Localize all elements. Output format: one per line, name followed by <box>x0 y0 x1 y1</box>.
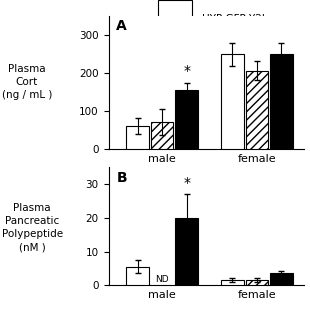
Bar <box>175 90 198 149</box>
Text: ND: ND <box>155 275 169 284</box>
Text: A: A <box>116 20 127 33</box>
Bar <box>158 47 192 85</box>
Bar <box>270 273 293 285</box>
Bar <box>126 267 149 285</box>
Text: B: B <box>116 171 127 185</box>
Bar <box>221 280 244 285</box>
Bar <box>158 96 192 134</box>
Text: HYP CRE Y2+: HYP CRE Y2+ <box>202 61 271 71</box>
Bar <box>175 218 198 285</box>
Bar <box>126 126 149 149</box>
Text: Plasma
Cort
(ng / mL ): Plasma Cort (ng / mL ) <box>2 64 52 100</box>
Bar <box>246 71 268 149</box>
Bar <box>151 122 173 149</box>
Text: HYP GFP Y2lo: HYP GFP Y2lo <box>202 15 271 24</box>
Bar <box>270 54 293 149</box>
Text: *: * <box>183 175 190 190</box>
Text: Plasma
Pancreatic
Polypeptide
(nM ): Plasma Pancreatic Polypeptide (nM ) <box>2 203 63 253</box>
Bar <box>246 280 268 285</box>
Bar <box>221 54 244 149</box>
Bar <box>158 0 192 38</box>
Text: *: * <box>183 64 190 78</box>
Text: HYP CRE Y2lo: HYP CRE Y2lo <box>202 110 272 120</box>
